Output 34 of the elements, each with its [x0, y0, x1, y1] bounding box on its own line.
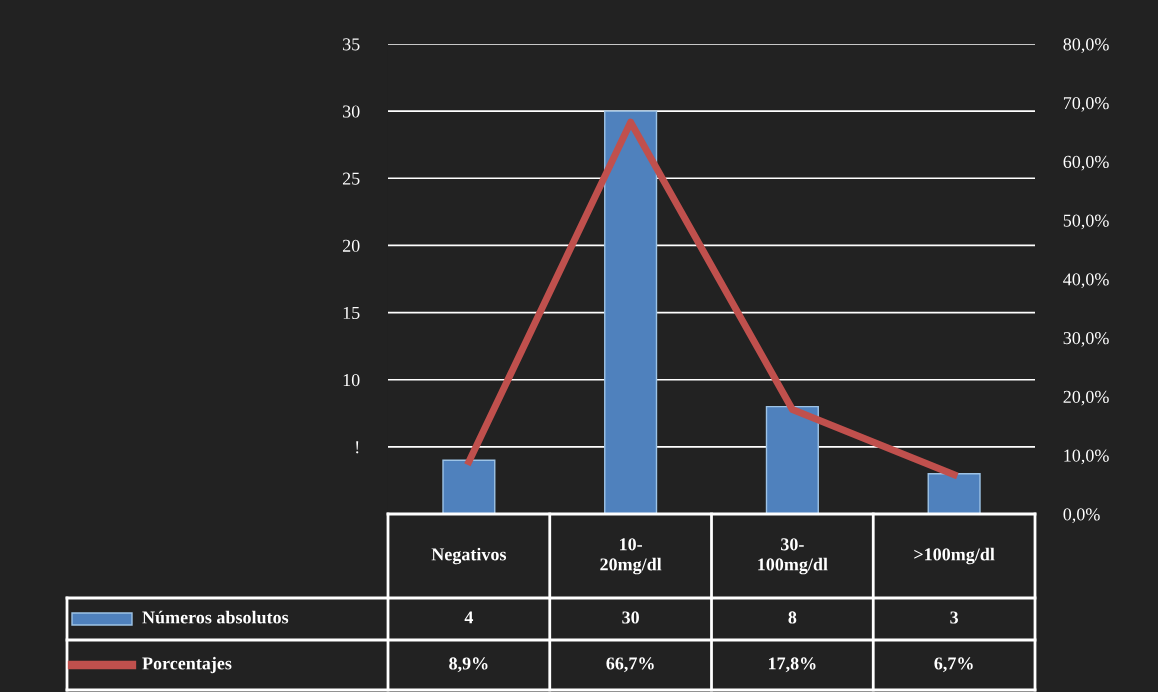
legend-label: Porcentajes — [142, 656, 232, 674]
y2-tick-label: 70,0% — [1063, 97, 1109, 112]
data-label: 3 — [950, 611, 959, 624]
y2-tick-label: 80,0% — [1063, 38, 1109, 54]
bar — [927, 473, 981, 514]
data-label: 66,7% — [606, 657, 654, 673]
y-tick-label: 30 — [343, 105, 360, 118]
y-tick-label: 20 — [342, 239, 360, 252]
y-tick-label: 25 — [342, 172, 360, 185]
data-label: 8 — [788, 611, 797, 624]
data-label: 8,9% — [449, 657, 488, 673]
y2-tick-label: 30,0% — [1063, 332, 1109, 347]
data-label: 17,8% — [769, 657, 816, 673]
data-label: 30 — [622, 611, 639, 624]
y-tick-label: 35 — [343, 38, 360, 51]
y-tick-label: 10 — [343, 373, 360, 387]
x-tick-label: Negativos — [431, 547, 507, 565]
data-label: 6,7% — [934, 657, 973, 673]
legend-label: Números absolutos — [142, 610, 289, 624]
y2-tick-label: 10,0% — [1064, 449, 1109, 465]
x-tick-label: 30- 100mg/dl — [758, 538, 828, 575]
data-label: 4 — [464, 611, 474, 624]
y-tick-label: 15 — [343, 306, 360, 320]
bar — [604, 110, 658, 514]
y2-tick-label: 60,0% — [1063, 155, 1109, 171]
x-tick-label: >100mg/dl — [914, 547, 995, 565]
bar — [765, 405, 819, 514]
y2-tick-label: 20,0% — [1063, 390, 1109, 406]
x-tick-label: 10- 20mg/dl — [600, 538, 662, 575]
y2-tick-label: 40,0% — [1063, 273, 1109, 289]
bar — [442, 459, 496, 514]
y2-tick-label: 0,0% — [1063, 508, 1100, 524]
y-tick-label: ! — [356, 441, 359, 454]
y2-tick-label: 50,0% — [1063, 214, 1109, 230]
